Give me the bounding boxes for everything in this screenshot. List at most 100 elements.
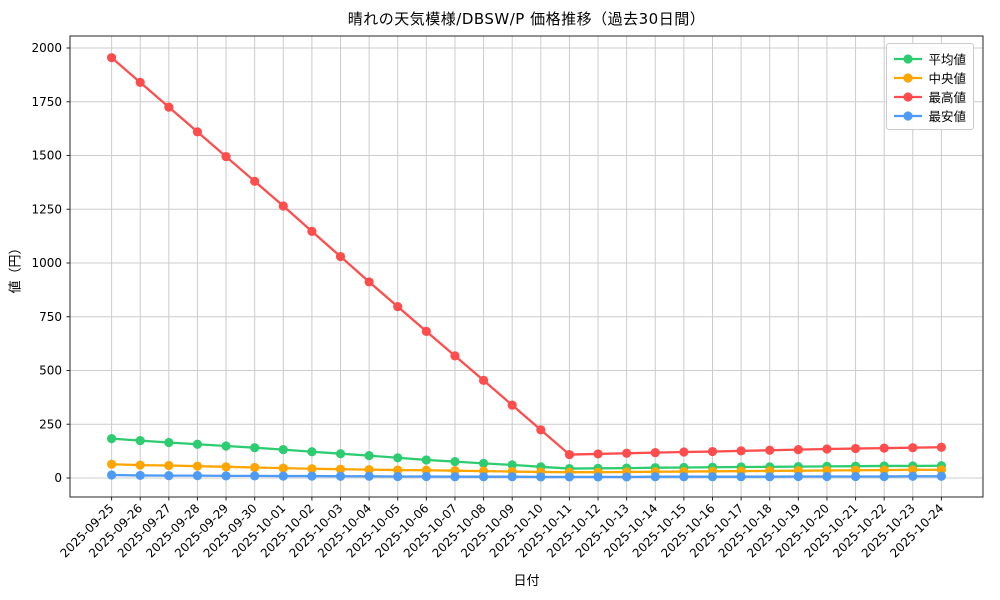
- series-line-平均値: [111, 437, 942, 470]
- data-point-最安値: [765, 472, 775, 482]
- data-point-中央値: [335, 464, 346, 474]
- data-point-中央値: [936, 465, 947, 475]
- legend-item: 最高値: [893, 87, 966, 106]
- data-point-最高値: [364, 277, 374, 287]
- data-point-最高値: [536, 425, 546, 435]
- data-point-最高値: [707, 446, 718, 457]
- legend-marker-icon: [894, 91, 922, 102]
- legend-marker-icon: [894, 110, 922, 121]
- series-line-最安値: [111, 473, 942, 479]
- data-point-最高値: [135, 77, 145, 87]
- data-point-中央値: [164, 460, 174, 471]
- data-point-最安値: [393, 471, 403, 482]
- data-point-中央値: [250, 462, 260, 473]
- data-point-最安値: [822, 471, 832, 482]
- data-point-最安値: [850, 471, 861, 482]
- data-point-中央値: [364, 465, 374, 475]
- data-point-最安値: [707, 472, 718, 482]
- data-point-平均値: [507, 460, 517, 470]
- legend-item: 中央値: [893, 68, 966, 87]
- data-point-最高値: [736, 446, 746, 456]
- data-point-最高値: [335, 251, 346, 262]
- data-point-最安値: [221, 471, 231, 481]
- data-point-最高値: [393, 302, 403, 312]
- data-point-中央値: [221, 462, 231, 472]
- y-tick-label: 250: [39, 417, 62, 431]
- data-point-平均値: [221, 441, 231, 451]
- series-line-最高値: [110, 56, 942, 456]
- data-point-最安値: [936, 471, 947, 481]
- data-point-最安値: [793, 471, 803, 482]
- data-point-平均値: [107, 434, 117, 444]
- data-point-最高値: [850, 443, 861, 454]
- data-point-最安値: [164, 471, 174, 481]
- axes-frame: [69, 35, 984, 498]
- data-point-最高値: [908, 443, 918, 453]
- data-point-最安値: [622, 472, 632, 482]
- data-point-平均値: [364, 451, 374, 461]
- data-point-最高値: [221, 151, 231, 162]
- x-axis-label: 日付: [513, 574, 540, 589]
- data-point-中央値: [107, 459, 117, 469]
- data-point-最安値: [307, 471, 317, 481]
- data-point-最安値: [593, 472, 603, 482]
- data-point-最安値: [564, 472, 575, 482]
- data-point-中央値: [307, 464, 317, 474]
- data-point-最安値: [278, 471, 288, 481]
- data-point-最高値: [765, 445, 775, 455]
- data-point-平均値: [250, 443, 260, 453]
- data-point-中央値: [908, 465, 918, 475]
- legend-marker-icon: [894, 53, 922, 64]
- data-point-最安値: [135, 470, 145, 481]
- data-point-最高値: [793, 445, 803, 455]
- y-tick-label: 1500: [31, 149, 62, 163]
- data-point-最安値: [736, 472, 746, 482]
- data-point-平均値: [335, 449, 346, 459]
- data-point-最安値: [536, 472, 546, 482]
- data-point-最高値: [107, 53, 117, 63]
- data-point-最安値: [879, 471, 889, 482]
- data-point-最高値: [936, 442, 947, 452]
- data-point-最安値: [679, 472, 689, 482]
- data-point-最高値: [822, 444, 832, 454]
- data-point-最高値: [278, 201, 288, 211]
- data-point-最高値: [879, 443, 889, 453]
- data-point-最安値: [335, 471, 346, 481]
- data-point-最安値: [192, 471, 203, 481]
- y-tick-label: 500: [39, 364, 62, 378]
- y-tick-label: 1750: [31, 95, 62, 109]
- legend-item: 最安値: [893, 106, 966, 125]
- y-tick-label: 2000: [31, 41, 62, 55]
- y-tick-label: 1250: [31, 202, 62, 216]
- data-point-最安値: [250, 471, 260, 481]
- legend-item: 平均値: [893, 49, 966, 68]
- data-point-平均値: [192, 439, 203, 449]
- y-tick-label: 750: [39, 310, 62, 324]
- data-point-最高値: [622, 448, 632, 458]
- y-tick-label: 0: [54, 471, 62, 485]
- data-point-平均値: [421, 455, 431, 465]
- chart-legend: 平均値 中央値最高値最安値: [886, 43, 974, 130]
- data-point-最高値: [192, 127, 203, 137]
- y-axis-label: 値（円）: [8, 241, 24, 294]
- data-point-中央値: [879, 465, 889, 475]
- data-point-最高値: [650, 448, 660, 458]
- legend-label: 最安値: [928, 109, 966, 124]
- data-point-平均値: [393, 453, 403, 463]
- data-point-平均値: [164, 437, 174, 448]
- data-point-最安値: [908, 471, 918, 481]
- data-point-最安値: [650, 472, 660, 482]
- data-point-平均値: [478, 458, 489, 468]
- data-point-最高値: [421, 326, 431, 336]
- data-point-最安値: [421, 471, 431, 482]
- legend-marker-icon: [894, 72, 922, 83]
- plot-area: [70, 36, 983, 497]
- data-point-最安値: [478, 472, 489, 482]
- legend-label: 最高値: [928, 90, 966, 105]
- data-point-最安値: [507, 472, 517, 482]
- data-point-平均値: [278, 445, 288, 455]
- data-point-平均値: [135, 435, 145, 446]
- data-point-最高値: [593, 449, 603, 459]
